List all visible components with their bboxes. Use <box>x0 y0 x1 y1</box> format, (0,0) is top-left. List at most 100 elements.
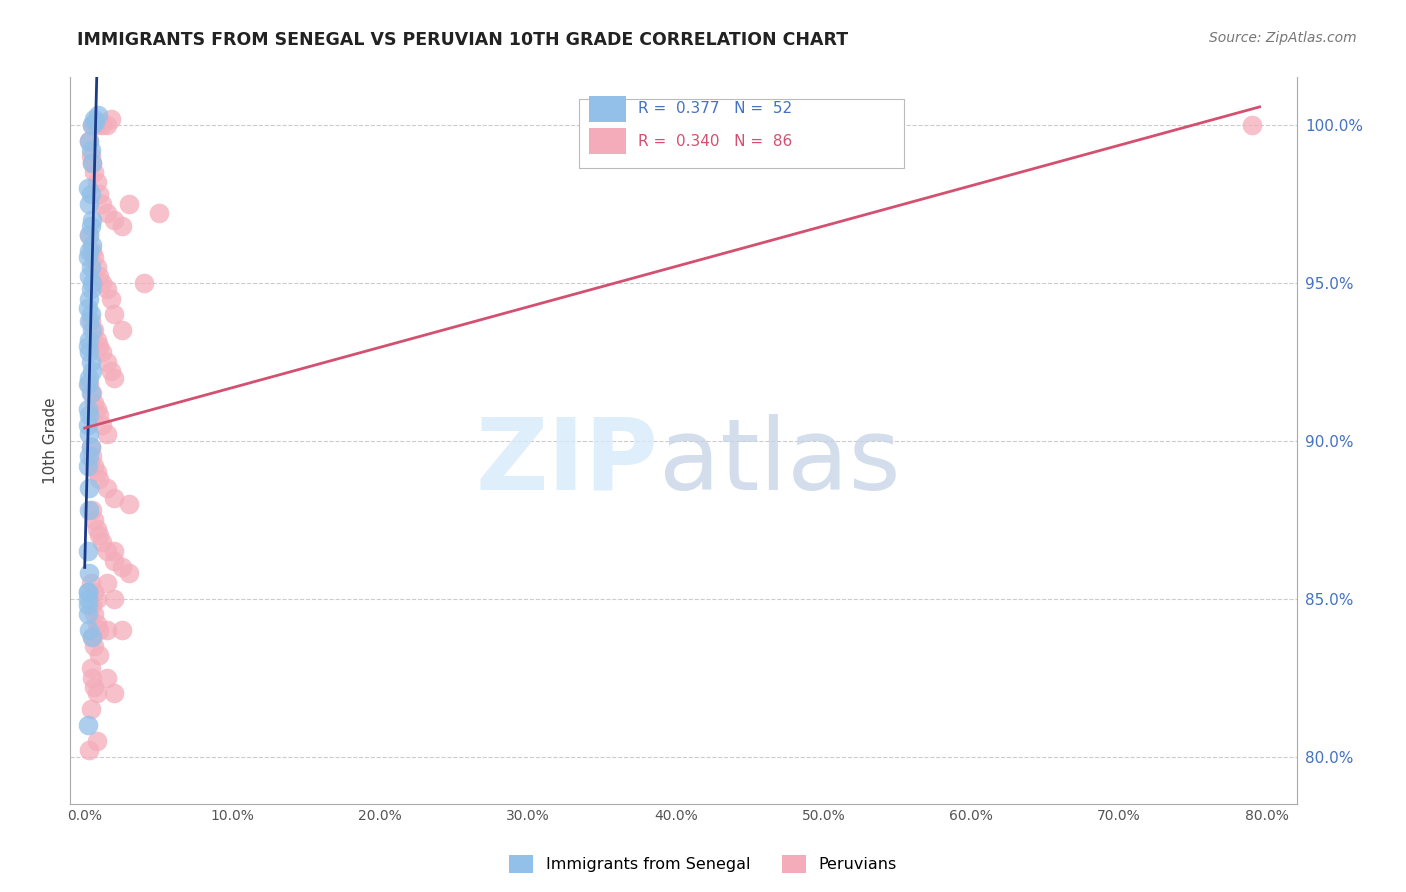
Point <box>132 276 155 290</box>
Point <box>118 566 141 581</box>
Point <box>96 206 118 220</box>
Point <box>91 417 114 432</box>
Text: IMMIGRANTS FROM SENEGAL VS PERUVIAN 10TH GRADE CORRELATION CHART: IMMIGRANTS FROM SENEGAL VS PERUVIAN 10TH… <box>77 31 848 49</box>
Point <box>82 155 104 169</box>
Point <box>103 544 125 558</box>
Point <box>1241 118 1264 132</box>
Point <box>79 661 101 675</box>
Point <box>111 560 134 574</box>
Point <box>79 702 101 716</box>
Point <box>89 114 111 128</box>
Point <box>82 503 104 517</box>
Point <box>103 554 125 568</box>
Point <box>83 680 105 694</box>
Text: ZIP: ZIP <box>475 414 658 511</box>
Point <box>148 206 170 220</box>
Point <box>91 534 114 549</box>
Point <box>82 630 104 644</box>
Point <box>100 112 122 126</box>
Point <box>82 244 104 259</box>
Point <box>79 219 101 233</box>
Point <box>77 134 100 148</box>
Point <box>77 269 100 284</box>
Point <box>118 497 141 511</box>
Point <box>77 566 100 581</box>
Text: atlas: atlas <box>658 414 900 511</box>
FancyBboxPatch shape <box>589 95 626 122</box>
Point <box>77 196 100 211</box>
Point <box>79 575 101 590</box>
Point <box>96 544 118 558</box>
Point <box>91 196 114 211</box>
Point <box>82 630 104 644</box>
Point <box>83 639 105 653</box>
Point <box>77 228 100 243</box>
Point <box>86 402 108 417</box>
Point <box>96 355 118 369</box>
Point <box>82 364 104 378</box>
Legend: Immigrants from Senegal, Peruvians: Immigrants from Senegal, Peruvians <box>502 848 904 880</box>
Point <box>82 386 104 401</box>
Point <box>79 386 101 401</box>
Point <box>77 345 100 359</box>
Point <box>79 260 101 274</box>
Point <box>89 339 111 353</box>
Point <box>77 450 100 464</box>
Point <box>96 427 118 442</box>
Point <box>82 450 104 464</box>
Point <box>82 118 104 132</box>
Point <box>103 686 125 700</box>
Point <box>103 370 125 384</box>
Text: R =  0.377   N =  52: R = 0.377 N = 52 <box>638 102 792 117</box>
Point <box>76 376 98 391</box>
Point <box>77 503 100 517</box>
Point <box>89 187 111 202</box>
Point <box>89 528 111 542</box>
Point <box>86 260 108 274</box>
Point <box>86 686 108 700</box>
Point <box>84 114 107 128</box>
Point <box>77 313 100 327</box>
Point <box>77 427 100 442</box>
Point <box>83 165 105 179</box>
Point <box>79 307 101 321</box>
Point <box>82 276 104 290</box>
Point <box>79 440 101 454</box>
Point <box>77 481 100 495</box>
Point <box>79 149 101 163</box>
Point <box>118 196 141 211</box>
Point <box>86 465 108 479</box>
Point <box>91 118 114 132</box>
Point <box>86 118 108 132</box>
Point <box>96 671 118 685</box>
Point <box>76 544 98 558</box>
Text: Source: ZipAtlas.com: Source: ZipAtlas.com <box>1209 31 1357 45</box>
Text: R =  0.340   N =  86: R = 0.340 N = 86 <box>638 134 792 149</box>
Point <box>76 181 98 195</box>
Point <box>87 108 110 122</box>
Point <box>82 323 104 337</box>
FancyBboxPatch shape <box>589 128 626 154</box>
Point <box>76 585 98 599</box>
Point <box>82 671 104 685</box>
Point <box>77 333 100 347</box>
Point <box>86 733 108 747</box>
Point <box>76 607 98 622</box>
Point <box>77 292 100 306</box>
Point <box>76 585 98 599</box>
Point <box>76 598 98 612</box>
Point <box>82 155 104 169</box>
Point <box>79 440 101 454</box>
Point <box>86 175 108 189</box>
Point <box>79 282 101 296</box>
Point <box>86 522 108 536</box>
Point <box>77 624 100 638</box>
Point <box>77 228 100 243</box>
Point <box>111 219 134 233</box>
Point <box>89 472 111 486</box>
Point <box>89 409 111 423</box>
Point <box>82 237 104 252</box>
Point <box>96 575 118 590</box>
Point <box>82 212 104 227</box>
Point <box>83 458 105 473</box>
